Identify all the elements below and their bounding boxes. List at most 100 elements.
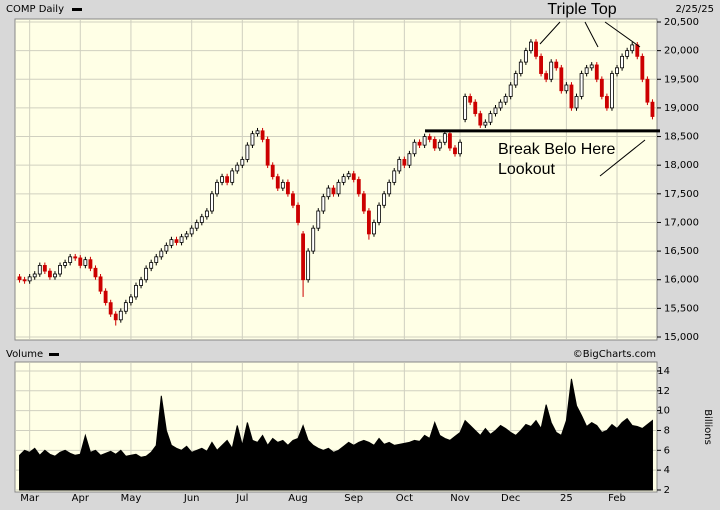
annotation: Triple Top [547,1,616,18]
candle-body [306,250,311,281]
y-tick-label: 16,500 [664,246,699,257]
chart-title: COMP Daily [6,4,64,15]
candle-body [123,302,128,312]
candle-body [285,181,290,195]
candle-body [534,41,538,57]
candle-body [468,96,473,103]
candle-body [78,257,83,266]
candle-body [179,236,184,243]
candle-body [27,276,32,282]
candle-body [42,265,47,272]
candle-body [326,187,331,198]
candle-body [255,130,260,135]
candle-body [235,164,240,172]
candle-body [579,73,584,97]
y-tick-label: 4 [664,465,670,476]
candle-body [47,270,52,278]
candle-body [640,55,645,80]
candle-body [129,296,133,304]
y-tick-label: 10 [657,406,670,417]
candle-body [463,96,468,120]
legend-swatch [72,8,82,11]
price-panel [14,18,658,341]
candle-body [630,44,635,52]
candle-body [260,130,265,140]
y-tick-label: 12 [657,386,670,397]
candle-body [93,267,98,278]
candle-body [523,50,528,63]
candle-body [604,96,609,109]
candle-body [270,164,275,178]
x-tick-label: Oct [396,493,413,504]
candle-body [559,67,564,92]
candle-body [503,96,508,103]
x-tick-label: May [121,493,142,504]
candle-body [169,239,174,246]
candle-body [529,41,533,52]
candle-body [296,204,300,223]
candle-body [513,73,518,86]
candle-body [144,267,149,281]
x-tick-label: Jun [183,493,200,504]
candle-body [549,61,554,80]
source: ©BigCharts.com [573,349,656,360]
candle-body [539,55,543,74]
candle-body [645,78,650,103]
x-tick-label: Sep [344,493,363,504]
candle-body [620,55,625,69]
annotation-arrows [539,21,646,177]
candle-body [448,133,452,149]
annotation: Lookout [498,161,555,178]
candle-body [199,216,204,223]
candle-body [432,139,437,149]
date-label: 2/25/25 [675,4,714,15]
candle-body [458,141,462,155]
x-tick-label: Apr [72,493,90,504]
candle-body [564,84,569,92]
candle-body [164,244,169,252]
candle-body [301,233,306,281]
candle-body [361,193,366,212]
candle-body [584,67,589,74]
candle-body [341,176,346,183]
candle-body [63,262,68,266]
candle-body [382,193,387,206]
candle-body [159,250,164,258]
candle-body [422,136,427,146]
candle-body [73,256,78,259]
candle-body [68,256,73,263]
y-tick-label: 6 [664,445,670,456]
y-tick-label: 14 [657,366,670,377]
candle-body [17,276,22,281]
x-tick-label: Mar [20,493,40,504]
candle-body [149,262,154,269]
x-tick-label: Nov [450,493,470,504]
candle-body [220,176,224,183]
candle-body [336,181,341,195]
candle-body [240,159,245,166]
y-tick-label: 15,000 [664,332,699,343]
candle-body [37,265,42,275]
candle-body [427,136,432,140]
candle-body [392,170,397,183]
candle-body [108,302,113,315]
candle-body [215,181,219,195]
candle-body [225,176,230,183]
candle-body [372,222,376,235]
candle-body [316,210,321,229]
y-tick-label: 20,000 [664,46,699,57]
candle-body [377,204,381,223]
y-tick-label: 17,500 [664,189,699,200]
volume-title: Volume [6,349,43,360]
candle-body [83,259,88,266]
candle-body [453,147,457,155]
candle-body [412,141,417,155]
y-tick-label: 20,500 [664,17,699,28]
candle-body [397,159,402,172]
candle-body [625,50,630,57]
candle-body [589,64,594,69]
candle-body [280,181,285,189]
x-tick-label: Feb [608,493,626,504]
